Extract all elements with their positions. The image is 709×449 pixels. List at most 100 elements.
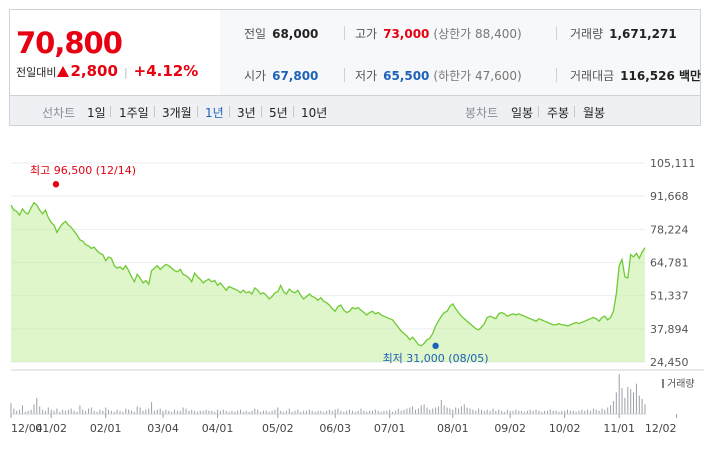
volume-bar [265,410,267,414]
volume-bar [521,410,523,414]
volume-bar [108,409,109,414]
volume-bar [317,410,319,414]
tab-1w[interactable]: 1주일 [119,106,149,120]
tab-divider [154,106,155,117]
volume-bar [612,401,614,414]
tab-1y[interactable]: 1년 [205,106,224,120]
tab-monthly-candle[interactable]: 월봉 [583,106,606,120]
y-tick-label: 64,781 [650,257,689,270]
volume-bar [472,409,474,414]
volume-bar [429,409,431,414]
volume-bar [65,410,66,414]
tab-3m[interactable]: 3개월 [162,106,192,120]
volume-bar [24,411,26,414]
tab-daily-candle[interactable]: 일봉 [511,106,534,120]
volume-bar [380,411,382,414]
volume-bar [27,410,29,414]
volume-bar [644,404,646,414]
high-point-marker [52,181,60,188]
volume-bar [495,410,497,414]
volume-bar [538,410,540,414]
volume-bar [526,410,528,414]
volume-bar [578,410,580,414]
tab-5y[interactable]: 5년 [269,106,288,120]
price-change: 전일대비 2,800 | +4.12% [16,62,198,80]
volume-bar [277,407,279,414]
volume-bar [501,410,503,414]
y-tick-label: 24,450 [650,356,689,369]
volume-bar [590,410,591,414]
x-tick-label: 07/01 [374,422,406,435]
tab-1d[interactable]: 1일 [87,106,106,120]
volume-bar [88,408,89,414]
volume-bar [82,409,84,414]
volume-bar [156,409,158,414]
volume-bar [36,397,38,414]
tab-divider [110,106,111,117]
stat-volume: 거래량 1,671,271 [570,25,677,42]
stat-low: 저가 65,500 (하한가 47,600) [355,67,522,84]
tab-weekly-candle[interactable]: 주봉 [547,106,570,120]
divider [556,68,557,82]
tab-10y[interactable]: 10년 [301,106,328,120]
tab-divider [293,106,294,117]
volume-bar [604,409,606,414]
volume-bar [30,409,32,414]
volume-bar [509,410,511,414]
tab-divider [574,106,575,117]
x-tick-label: 03/04 [147,422,179,435]
volume-bar [598,410,600,414]
tab-3y[interactable]: 3년 [237,106,256,120]
volume-bar [469,408,471,414]
volume-bar [93,410,95,414]
volume-bar [478,408,480,414]
volume-bar [79,405,81,414]
volume-bar [205,409,207,414]
volume-bar [214,411,216,414]
volume-bar [280,410,282,414]
volume-bar [555,410,557,414]
volume-bar [90,407,92,414]
volume-bar [59,411,61,414]
volume-bar [535,409,537,414]
change-amount: 2,800 [70,62,118,80]
volume-bar [615,392,617,414]
stat-low-value: 65,500 [383,69,430,83]
volume-bar [176,410,178,414]
volume-bar [607,407,609,414]
volume-bar [85,410,87,414]
volume-bar [285,410,287,414]
volume-bar [291,411,293,414]
volume-bar [113,411,115,414]
volume-bar [47,407,49,414]
stat-amount-value: 116,526 백만 [620,69,702,83]
volume-bar [234,411,236,414]
volume-bar [274,409,276,414]
divider [344,26,345,40]
volume-bar [300,411,302,414]
volume-bar [486,409,488,414]
volume-bar [638,395,640,414]
tab-divider [229,106,230,117]
volume-bar [386,410,388,414]
stat-open-value: 67,800 [272,69,319,83]
volume-bar [168,410,170,414]
volume-bar [417,408,419,414]
volume-bar [489,410,491,414]
volume-bar [10,403,12,414]
volume-bar [67,409,69,414]
volume-bar [231,410,233,414]
volume-bar [512,410,514,414]
volume-bar [423,404,425,414]
x-tick-label: 01/02 [35,422,67,435]
volume-bar [128,409,130,414]
line-chart-label: 선차트 [42,106,76,120]
volume-bar [306,410,307,414]
volume-bar [139,407,141,414]
volume-bar [191,409,193,414]
stat-amount-label: 거래대금 [570,69,615,83]
volume-bar [389,409,391,414]
volume-bar [136,406,138,414]
volume-bar [392,411,393,414]
volume-bar [328,409,330,414]
